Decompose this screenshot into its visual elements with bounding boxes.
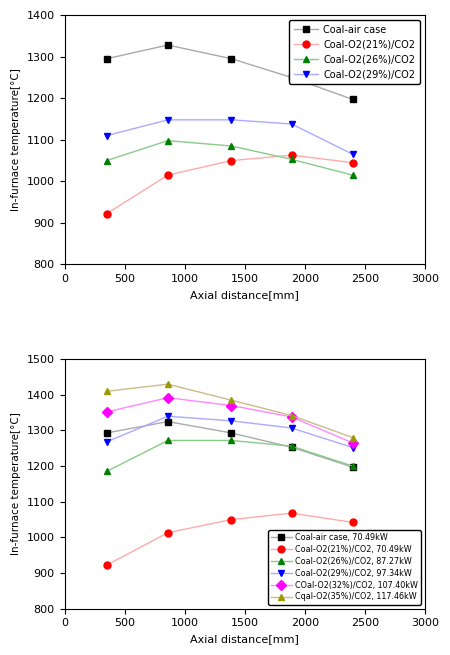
Coal-O2(21%)/CO2 (165, 171, 171, 179)
Coal-O2(21%)/CO2, 70.49kW (229, 515, 234, 523)
Line: Coal-air case, 70.49kW: Coal-air case, 70.49kW (103, 418, 356, 471)
Line: Coal-O2(21%)/CO2: Coal-O2(21%)/CO2 (103, 152, 356, 217)
COal-O2(32%)/CO2, 107.40kW (289, 413, 294, 421)
Coal-O2(26%)/CO2 (229, 142, 234, 150)
X-axis label: Axial distance[mm]: Axial distance[mm] (190, 290, 299, 300)
Coal-O2(21%)/CO2, 70.49kW (289, 509, 294, 517)
Cqal-O2(35%)/CO2, 117.46kW (289, 411, 294, 419)
Coal-O2(26%)/CO2, 87.27kW (165, 436, 171, 444)
Legend: Coal-air case, Coal-O2(21%)/CO2, Coal-O2(26%)/CO2, Coal-O2(29%)/CO2: Coal-air case, Coal-O2(21%)/CO2, Coal-O2… (289, 20, 420, 84)
Coal-O2(29%)/CO2 (229, 116, 234, 124)
X-axis label: Axial distance[mm]: Axial distance[mm] (190, 634, 299, 644)
Line: Coal-O2(26%)/CO2, 87.27kW: Coal-O2(26%)/CO2, 87.27kW (103, 437, 356, 475)
Line: Coal-O2(21%)/CO2, 70.49kW: Coal-O2(21%)/CO2, 70.49kW (103, 510, 356, 569)
Y-axis label: In-furnace temperature[°C]: In-furnace temperature[°C] (11, 413, 21, 555)
Line: COal-O2(32%)/CO2, 107.40kW: COal-O2(32%)/CO2, 107.40kW (103, 394, 356, 447)
COal-O2(32%)/CO2, 107.40kW (104, 408, 109, 416)
Line: Coal-O2(29%)/CO2: Coal-O2(29%)/CO2 (103, 117, 356, 158)
Coal-O2(26%)/CO2 (104, 157, 109, 164)
Coal-O2(29%)/CO2, 97.34kW (229, 417, 234, 425)
Coal-air case, 70.49kW (350, 463, 356, 471)
Line: Cqal-O2(35%)/CO2, 117.46kW: Cqal-O2(35%)/CO2, 117.46kW (103, 381, 356, 441)
Coal-air case, 70.49kW (229, 429, 234, 437)
Coal-O2(21%)/CO2 (289, 151, 294, 159)
Coal-air case (104, 55, 109, 63)
Coal-air case, 70.49kW (165, 418, 171, 426)
Coal-O2(26%)/CO2, 87.27kW (350, 462, 356, 470)
Cqal-O2(35%)/CO2, 117.46kW (104, 387, 109, 395)
Line: Coal-O2(26%)/CO2: Coal-O2(26%)/CO2 (103, 137, 356, 179)
Coal-O2(26%)/CO2 (165, 137, 171, 145)
Coal-O2(29%)/CO2 (165, 116, 171, 124)
Coal-O2(21%)/CO2, 70.49kW (350, 519, 356, 527)
Coal-O2(29%)/CO2 (104, 132, 109, 140)
Cqal-O2(35%)/CO2, 117.46kW (229, 396, 234, 404)
Coal-O2(29%)/CO2, 97.34kW (350, 443, 356, 451)
Coal-air case (165, 41, 171, 49)
COal-O2(32%)/CO2, 107.40kW (165, 394, 171, 402)
Legend: Coal-air case, 70.49kW, Coal-O2(21%)/CO2, 70.49kW, Coal-O2(26%)/CO2, 87.27kW, Co: Coal-air case, 70.49kW, Coal-O2(21%)/CO2… (268, 530, 421, 605)
Coal-O2(29%)/CO2, 97.34kW (104, 438, 109, 446)
Coal-O2(21%)/CO2, 70.49kW (165, 529, 171, 536)
Line: Coal-air case: Coal-air case (103, 41, 356, 103)
Coal-O2(21%)/CO2, 70.49kW (104, 561, 109, 569)
Coal-air case (229, 55, 234, 63)
Coal-air case (350, 96, 356, 103)
Cqal-O2(35%)/CO2, 117.46kW (350, 434, 356, 441)
Coal-O2(21%)/CO2 (350, 159, 356, 166)
Coal-air case (289, 73, 294, 81)
Line: Coal-O2(29%)/CO2, 97.34kW: Coal-O2(29%)/CO2, 97.34kW (103, 413, 356, 451)
Coal-O2(29%)/CO2, 97.34kW (165, 412, 171, 420)
Coal-air case, 70.49kW (289, 443, 294, 451)
COal-O2(32%)/CO2, 107.40kW (350, 439, 356, 447)
Cqal-O2(35%)/CO2, 117.46kW (165, 381, 171, 388)
Coal-O2(29%)/CO2, 97.34kW (289, 424, 294, 432)
Coal-air case, 70.49kW (104, 429, 109, 437)
Coal-O2(26%)/CO2, 87.27kW (104, 468, 109, 476)
Coal-O2(26%)/CO2 (289, 155, 294, 163)
Coal-O2(26%)/CO2, 87.27kW (289, 442, 294, 450)
Coal-O2(29%)/CO2 (350, 151, 356, 159)
Y-axis label: In-furnace temperature[°C]: In-furnace temperature[°C] (11, 68, 21, 211)
Coal-O2(21%)/CO2 (229, 157, 234, 164)
COal-O2(32%)/CO2, 107.40kW (229, 402, 234, 409)
Coal-O2(26%)/CO2 (350, 171, 356, 179)
Coal-O2(26%)/CO2, 87.27kW (229, 436, 234, 444)
Coal-O2(29%)/CO2 (289, 120, 294, 128)
Coal-O2(21%)/CO2 (104, 210, 109, 217)
